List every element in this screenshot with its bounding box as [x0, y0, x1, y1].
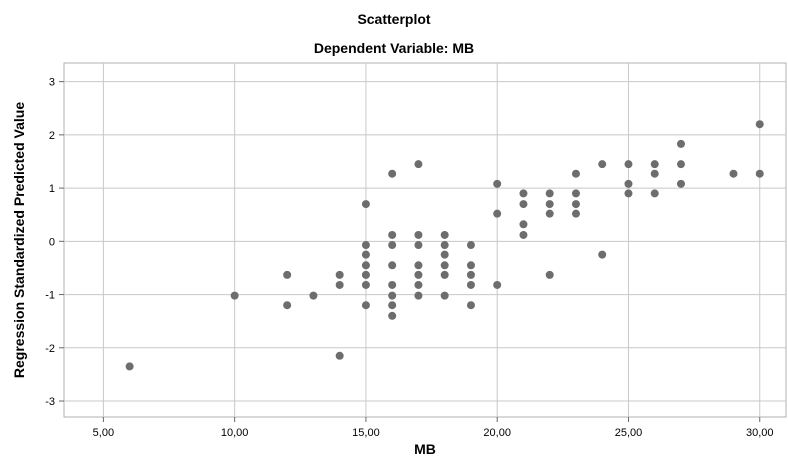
data-point [335, 351, 344, 360]
data-point [624, 160, 633, 169]
data-point [440, 230, 449, 239]
data-point [493, 280, 502, 289]
data-point [598, 250, 607, 259]
data-point [598, 160, 607, 169]
data-point [755, 169, 764, 178]
data-point [283, 270, 292, 279]
data-point [545, 200, 554, 209]
data-point [361, 270, 370, 279]
data-point [230, 291, 239, 300]
y-tick-label: 2 [49, 130, 55, 142]
data-point [388, 280, 397, 289]
y-tick-label: 1 [49, 183, 55, 195]
data-point [440, 241, 449, 250]
data-point [335, 280, 344, 289]
data-point [361, 261, 370, 270]
x-tick-label: 25,00 [615, 427, 643, 439]
chart-subtitle: Dependent Variable: MB [313, 40, 475, 56]
data-point [466, 261, 475, 270]
data-point [414, 280, 423, 289]
data-point [571, 169, 580, 178]
data-point [545, 270, 554, 279]
data-point [545, 209, 554, 218]
data-point [519, 230, 528, 239]
y-tick-label: -1 [45, 290, 55, 302]
data-point [624, 189, 633, 198]
data-point [361, 280, 370, 289]
x-axis-title: MB [414, 441, 436, 457]
data-point [283, 301, 292, 310]
data-point [571, 189, 580, 198]
data-point [650, 169, 659, 178]
plot-frame [63, 62, 787, 418]
data-point [519, 189, 528, 198]
x-tick-label: 10,00 [221, 427, 249, 439]
data-point [676, 179, 685, 188]
data-point [361, 301, 370, 310]
data-point [650, 189, 659, 198]
data-point [388, 311, 397, 320]
data-point [414, 160, 423, 169]
x-tick-label: 5,00 [93, 427, 114, 439]
data-point [440, 261, 449, 270]
data-point [545, 189, 554, 198]
data-point [729, 169, 738, 178]
data-point [361, 250, 370, 259]
y-tick-label: -2 [45, 343, 55, 355]
x-tick-label: 15,00 [352, 427, 380, 439]
data-point [493, 209, 502, 218]
data-point [414, 230, 423, 239]
data-point [414, 291, 423, 300]
data-point [361, 200, 370, 209]
data-point [309, 291, 318, 300]
data-point [466, 280, 475, 289]
y-tick-label: 3 [49, 77, 55, 89]
data-point [414, 270, 423, 279]
y-tick-label: 0 [49, 236, 55, 248]
data-point [571, 209, 580, 218]
y-axis-title: Regression Standardized Predicted Value [11, 102, 27, 378]
data-point [519, 200, 528, 209]
data-point [414, 261, 423, 270]
data-point [676, 139, 685, 148]
data-point [414, 241, 423, 250]
data-point [466, 301, 475, 310]
data-point [624, 179, 633, 188]
data-point [440, 291, 449, 300]
y-tick-label: -3 [45, 396, 55, 408]
x-tick-label: 30,00 [746, 427, 774, 439]
data-point [519, 220, 528, 229]
data-point [493, 179, 502, 188]
data-point [388, 291, 397, 300]
chart-title: Scatterplot [357, 11, 431, 27]
data-point [388, 169, 397, 178]
data-point [125, 362, 134, 371]
data-point [440, 250, 449, 259]
data-point [388, 301, 397, 310]
data-point [361, 241, 370, 250]
data-point [650, 160, 659, 169]
data-point [571, 200, 580, 209]
data-point [335, 270, 344, 279]
data-point [388, 230, 397, 239]
data-point [388, 241, 397, 250]
data-point [388, 261, 397, 270]
data-point [676, 160, 685, 169]
data-point [755, 120, 764, 129]
x-tick-label: 20,00 [483, 427, 511, 439]
data-point [440, 270, 449, 279]
data-point [466, 270, 475, 279]
data-point [466, 241, 475, 250]
